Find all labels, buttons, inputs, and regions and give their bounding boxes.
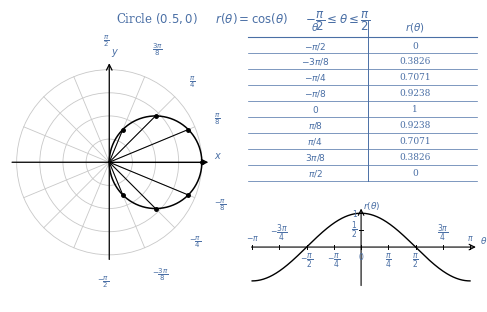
Text: $-\dfrac{3\pi}{8}$: $-\dfrac{3\pi}{8}$ xyxy=(152,266,169,283)
Text: $-\dfrac{\pi}{8}$: $-\dfrac{\pi}{8}$ xyxy=(214,198,226,213)
Text: 0.3826: 0.3826 xyxy=(400,153,431,162)
Text: 1: 1 xyxy=(412,105,418,114)
Text: $3\pi/8$: $3\pi/8$ xyxy=(305,152,325,163)
Text: 0.7071: 0.7071 xyxy=(399,137,431,146)
Text: $\dfrac{\pi}{4}$: $\dfrac{\pi}{4}$ xyxy=(189,75,196,90)
Text: 0.9238: 0.9238 xyxy=(400,89,431,98)
Text: $\dfrac{\pi}{2}$: $\dfrac{\pi}{2}$ xyxy=(412,251,419,270)
Text: $r(\theta)$: $r(\theta)$ xyxy=(406,21,425,34)
Text: $\pi/2$: $\pi/2$ xyxy=(308,168,322,179)
Text: 0: 0 xyxy=(412,41,418,51)
Text: $x$: $x$ xyxy=(214,151,222,161)
Text: $\pi/4$: $\pi/4$ xyxy=(307,136,323,147)
Text: $-\dfrac{3\pi}{4}$: $-\dfrac{3\pi}{4}$ xyxy=(270,222,288,243)
Text: 0.9238: 0.9238 xyxy=(400,121,431,130)
Text: $-\pi/2$: $-\pi/2$ xyxy=(304,41,326,51)
Text: Circle $(0.5,0)$     $r(\theta) = \cos(\theta)$     $-\dfrac{\pi}{2} \leq \theta: Circle $(0.5,0)$ $r(\theta) = \cos(\thet… xyxy=(116,9,371,33)
Text: $-3\pi/8$: $-3\pi/8$ xyxy=(301,56,329,67)
Text: $-\pi/8$: $-\pi/8$ xyxy=(304,88,326,99)
Text: $\dfrac{3\pi}{8}$: $\dfrac{3\pi}{8}$ xyxy=(152,42,163,58)
Text: $y$: $y$ xyxy=(111,46,119,59)
Text: $\dfrac{3\pi}{4}$: $\dfrac{3\pi}{4}$ xyxy=(437,222,449,243)
Text: $-\dfrac{\pi}{2}$: $-\dfrac{\pi}{2}$ xyxy=(300,251,313,270)
Text: $-\dfrac{\pi}{4}$: $-\dfrac{\pi}{4}$ xyxy=(327,251,340,270)
Text: $\dfrac{\pi}{8}$: $\dfrac{\pi}{8}$ xyxy=(214,111,220,127)
Text: $1$: $1$ xyxy=(352,208,357,219)
Text: 0.3826: 0.3826 xyxy=(400,57,431,66)
Text: $-\dfrac{\pi}{4}$: $-\dfrac{\pi}{4}$ xyxy=(189,235,202,250)
Text: $\theta$: $\theta$ xyxy=(480,235,487,246)
Text: $\dfrac{\pi}{4}$: $\dfrac{\pi}{4}$ xyxy=(385,251,392,270)
Text: $\dfrac{1}{2}$: $\dfrac{1}{2}$ xyxy=(351,220,357,240)
Text: $\theta$: $\theta$ xyxy=(311,21,319,33)
Text: $0$: $0$ xyxy=(358,251,364,262)
Text: $0$: $0$ xyxy=(312,104,318,115)
Text: 0.7071: 0.7071 xyxy=(399,73,431,82)
Text: $-\pi/4$: $-\pi/4$ xyxy=(303,72,327,83)
Text: $\pi$: $\pi$ xyxy=(467,234,473,243)
Text: 0: 0 xyxy=(412,169,418,178)
Text: $-\pi$: $-\pi$ xyxy=(245,234,259,243)
Text: $\pi/8$: $\pi/8$ xyxy=(308,120,322,131)
Text: $r(\theta)$: $r(\theta)$ xyxy=(363,200,380,212)
Text: $-\dfrac{\pi}{2}$: $-\dfrac{\pi}{2}$ xyxy=(97,275,109,290)
Text: $\dfrac{\pi}{2}$: $\dfrac{\pi}{2}$ xyxy=(103,34,109,49)
